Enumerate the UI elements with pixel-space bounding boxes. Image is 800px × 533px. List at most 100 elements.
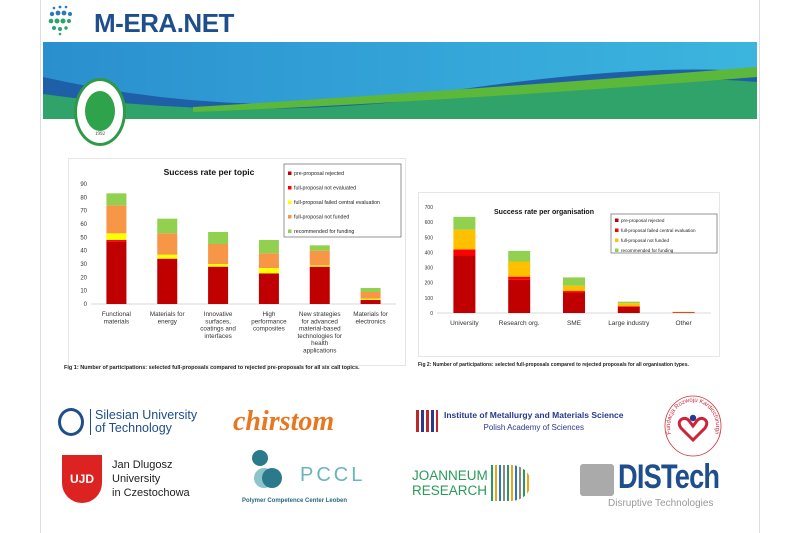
y-tick-label: 90 (80, 182, 87, 188)
y-tick-label: 70 (80, 209, 87, 215)
bar-segment (106, 241, 127, 304)
bar-segment (672, 312, 695, 313)
bar-segment (258, 253, 279, 268)
bar-segment (309, 265, 330, 267)
jan-dlugosz-university-logo: UJD Jan Dlugosz University in Czestochowa (62, 455, 190, 503)
legend-label: full-proposal failed central evaluation (621, 228, 696, 233)
y-tick-label: 700 (425, 205, 434, 211)
bar-segment (563, 285, 585, 292)
legend-swatch (288, 200, 292, 204)
bar-segment (360, 292, 381, 299)
legend-label: recommended for funding (294, 229, 354, 235)
kocaeli-university-seal: 1992 (74, 78, 126, 146)
bar-segment (508, 276, 531, 280)
bar-segment (508, 250, 531, 262)
y-tick-label: 100 (425, 296, 434, 302)
bar-segment (208, 232, 229, 244)
x-tick-label: Functional materials (102, 311, 131, 325)
chart-topic-svg: Success rate per topic 0 10 20 30 40 50 60 70 80 9… (80, 163, 402, 355)
bar-segment (106, 240, 127, 242)
y-tick-label: 40 (80, 249, 87, 255)
legend-label: recommended for funding (621, 248, 674, 253)
bar-segment (563, 291, 585, 293)
legend-swatch (615, 248, 619, 252)
fundacja-logo: Fundacja Rozwoju Kardiochirurgii (664, 395, 722, 457)
header-banner (43, 42, 757, 119)
distech-arrow-icon (580, 464, 614, 496)
x-tick-label: Materials for electronics (353, 311, 388, 325)
bar-segment (453, 216, 476, 230)
legend-swatch (288, 171, 292, 175)
y-tick-label: 400 (425, 250, 434, 256)
x-tick-label: High performance composites (251, 311, 287, 333)
bar-segment (157, 218, 178, 234)
imim-logo: Institute of Metallurgy and Materials Sc… (416, 410, 624, 432)
legend-swatch (288, 215, 292, 219)
chart-title: Success rate per topic (164, 167, 255, 177)
bar-segment (258, 268, 279, 274)
bar-segment (453, 249, 476, 256)
y-tick-label: 600 (425, 220, 434, 226)
fundacja-dot-icon (689, 414, 697, 422)
silesian-emblem-icon (58, 408, 84, 436)
joanneum-arcs-icon (490, 465, 531, 501)
bar-segment (617, 303, 640, 307)
bar-segment (508, 261, 531, 277)
bar-segment (360, 298, 381, 300)
bar-segment (157, 233, 178, 255)
bar-segment (563, 277, 585, 286)
bar-segment (617, 306, 640, 307)
bar-segment (453, 255, 476, 313)
bar-segment (106, 205, 127, 234)
legend-label: full-proposal not funded (294, 215, 349, 221)
y-tick-label: 30 (80, 262, 87, 268)
x-tick-label: Other (675, 320, 692, 327)
bar-segment (208, 264, 229, 267)
legend-label: full-proposal not evaluated (294, 186, 356, 192)
bar-segment (309, 245, 330, 251)
chirstom-logo: chirstom (233, 406, 335, 437)
y-tick-label: 10 (80, 289, 87, 295)
bar-segment (208, 266, 229, 304)
legend-label: full-proposal failed central evaluation (294, 200, 380, 206)
y-tick-label: 80 (80, 195, 87, 201)
legend-swatch (288, 229, 292, 233)
legend-swatch (615, 238, 619, 242)
legend-box (610, 213, 718, 254)
chart-topic: Success rate per topic 0 10 20 30 40 50 60 70 80 9… (68, 158, 406, 366)
x-tick-label: Innovative surfaces, coatings and interface… (200, 311, 236, 340)
x-tick-label: SME (567, 320, 582, 327)
bar-segment (617, 306, 640, 313)
legend-label: pre-proposal rejected (294, 171, 344, 177)
bar-segment (360, 300, 381, 304)
figure-1-caption: Fig 1: Number of participations: selecte… (64, 365, 360, 371)
bar-segment (360, 288, 381, 292)
legend-box (283, 163, 402, 238)
y-tick-label: 60 (80, 222, 87, 228)
bar-segment (617, 301, 640, 304)
y-tick-label: 300 (425, 266, 434, 272)
x-tick-label: Materials for energy (150, 311, 185, 325)
fundacja-heart-icon (677, 416, 709, 443)
legend-swatch (615, 218, 619, 222)
bar-segment (258, 240, 279, 254)
brand-name: M-ERA.NET (94, 8, 234, 38)
y-tick-label: 0 (430, 311, 433, 317)
bar-segment (106, 233, 127, 240)
figure-2-caption: Fig 2: Number of participations: selecte… (418, 362, 689, 368)
bar-segment (157, 258, 178, 304)
joanneum-research-logo: JOANNEUM RESEARCH (412, 465, 531, 501)
pccl-logo: PCCL Polymer Competence Center Leoben (240, 440, 362, 512)
legend-label: full-proposal not funded (621, 238, 669, 243)
bar-segment (508, 279, 531, 313)
bar-segment (106, 193, 127, 206)
chart-title: Success rate per organisation (494, 209, 594, 216)
bar-segment (309, 266, 330, 304)
x-tick-label: Large industry (608, 320, 650, 327)
y-tick-label: 20 (80, 275, 87, 281)
bar-segment (208, 244, 229, 264)
y-tick-label: 50 (80, 235, 87, 241)
y-tick-label: 200 (425, 281, 434, 287)
y-tick-label: 500 (425, 235, 434, 241)
bar-segment (258, 273, 279, 304)
